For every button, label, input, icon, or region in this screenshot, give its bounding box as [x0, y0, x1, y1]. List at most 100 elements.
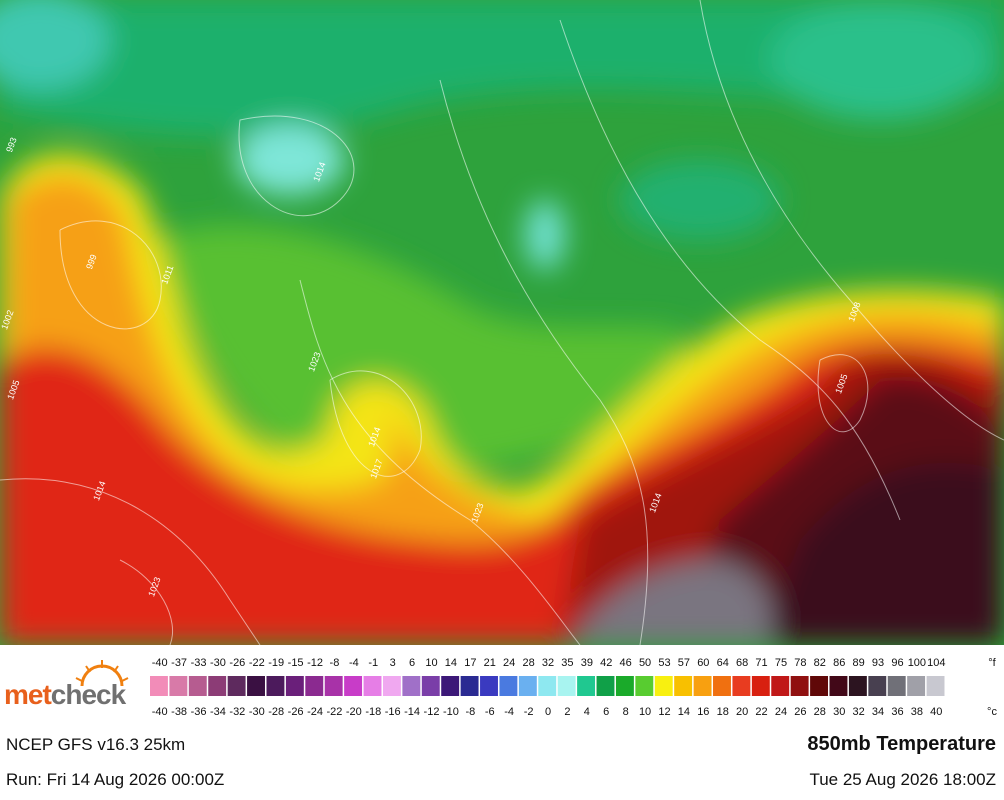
fahrenheit-label: 35 [561, 657, 573, 669]
fahrenheit-label: 89 [853, 657, 865, 669]
fahrenheit-label: -26 [229, 657, 245, 669]
celsius-label: -32 [229, 706, 245, 718]
celsius-label: 0 [545, 706, 551, 718]
fahrenheit-label: -40 [152, 657, 168, 669]
fahrenheit-label: 96 [891, 657, 903, 669]
fahrenheit-label: -1 [368, 657, 378, 669]
model-name: NCEP GFS v16.3 25km [6, 735, 185, 754]
color-swatch [188, 676, 207, 696]
color-swatch [635, 676, 654, 696]
color-swatch [324, 676, 343, 696]
color-swatch [169, 676, 188, 696]
celsius-label: -22 [326, 706, 342, 718]
color-swatch [732, 676, 751, 696]
color-swatch [654, 676, 673, 696]
isobar-label: 999 [84, 253, 99, 271]
fahrenheit-label: 17 [464, 657, 476, 669]
celsius-label: -30 [249, 706, 265, 718]
run-time: Run: Fri 14 Aug 2026 00:00Z [6, 770, 224, 789]
color-swatch [868, 676, 887, 696]
color-swatch [790, 676, 809, 696]
color-swatch [460, 676, 479, 696]
fahrenheit-label: 104 [927, 657, 945, 669]
celsius-label: -38 [171, 706, 187, 718]
isobar-label: 993 [4, 136, 19, 154]
color-swatch [577, 676, 596, 696]
temperature-map: 9931014999101110021023100510141017102310… [0, 0, 1004, 645]
color-swatch [499, 676, 518, 696]
celsius-unit: °c [987, 706, 997, 718]
fahrenheit-label: 68 [736, 657, 748, 669]
celsius-label: -20 [346, 706, 362, 718]
color-swatch [441, 676, 460, 696]
celsius-label: -14 [404, 706, 420, 718]
fahrenheit-label: 6 [409, 657, 415, 669]
fahrenheit-label: -12 [307, 657, 323, 669]
fahrenheit-label: 24 [503, 657, 515, 669]
color-swatch [208, 676, 227, 696]
color-swatch [771, 676, 790, 696]
color-swatch [829, 676, 848, 696]
celsius-label: 22 [755, 706, 767, 718]
valid-time: Tue 25 Aug 2026 18:00Z [809, 770, 996, 789]
fahrenheit-label: 39 [581, 657, 593, 669]
celsius-label: -4 [504, 706, 514, 718]
celsius-label: 32 [853, 706, 865, 718]
celsius-label: -8 [465, 706, 475, 718]
celsius-label: -26 [288, 706, 304, 718]
celsius-label: 12 [658, 706, 670, 718]
logo-suffix: check [51, 679, 127, 710]
celsius-label: 30 [833, 706, 845, 718]
color-swatch [518, 676, 537, 696]
celsius-label: 36 [891, 706, 903, 718]
color-swatch [421, 676, 440, 696]
celsius-label: -10 [443, 706, 459, 718]
fahrenheit-label: -33 [191, 657, 207, 669]
color-swatch [150, 676, 168, 696]
color-swatch [363, 676, 382, 696]
fahrenheit-label: 3 [390, 657, 396, 669]
fahrenheit-label: 57 [678, 657, 690, 669]
color-swatch [227, 676, 246, 696]
color-swatch [247, 676, 265, 696]
fahrenheit-unit: °f [988, 657, 996, 669]
color-swatch [907, 676, 926, 696]
fahrenheit-label: 28 [522, 657, 534, 669]
fahrenheit-label: 53 [658, 657, 670, 669]
color-swatch [480, 676, 498, 696]
celsius-label: 28 [814, 706, 826, 718]
color-swatch [557, 676, 576, 696]
celsius-label: 38 [911, 706, 923, 718]
celsius-label: -28 [268, 706, 284, 718]
fahrenheit-label: -15 [288, 657, 304, 669]
fahrenheit-label: 75 [775, 657, 787, 669]
celsius-label: -24 [307, 706, 323, 718]
color-swatch [382, 676, 401, 696]
celsius-label: 10 [639, 706, 651, 718]
color-swatch [926, 676, 945, 696]
color-swatch [344, 676, 363, 696]
color-swatch [596, 676, 615, 696]
celsius-label: -6 [485, 706, 495, 718]
map-title: 850mb Temperature [807, 733, 996, 755]
celsius-label: 6 [603, 706, 609, 718]
fahrenheit-label: 42 [600, 657, 612, 669]
color-swatch [751, 676, 770, 696]
color-swatch [713, 676, 731, 696]
fahrenheit-label: 93 [872, 657, 884, 669]
celsius-label: -12 [424, 706, 440, 718]
fahrenheit-label: 100 [908, 657, 926, 669]
color-swatch [887, 676, 906, 696]
fahrenheit-label: 78 [794, 657, 806, 669]
fahrenheit-label: -19 [268, 657, 284, 669]
fahrenheit-label: 32 [542, 657, 554, 669]
color-swatch [615, 676, 634, 696]
fahrenheit-label: 60 [697, 657, 709, 669]
celsius-label: -34 [210, 706, 226, 718]
logo-prefix: met [4, 679, 51, 710]
fahrenheit-label: 64 [717, 657, 729, 669]
color-swatch [810, 676, 829, 696]
fahrenheit-label: 46 [620, 657, 632, 669]
